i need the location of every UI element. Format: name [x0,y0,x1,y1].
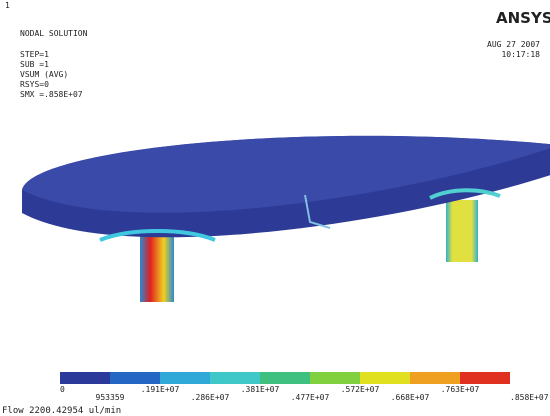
flow-outlet [429,188,501,200]
legend-label: .763E+07 [441,385,480,394]
legend-label: .668E+07 [391,393,430,402]
legend-label: .381E+07 [241,385,280,394]
legend-label: 0 [60,385,65,394]
time: 10:17:18 [501,50,540,59]
left-leg [140,232,174,302]
info-line: RSYS=0 [20,80,49,89]
legend-swatch [160,372,210,384]
info-line: SMX =.858E+07 [20,90,83,99]
slab-top [22,135,550,213]
legend-bar [60,372,510,384]
legend-swatch [410,372,460,384]
legend-label: 953359 [96,393,125,402]
legend-label: .191E+07 [141,385,180,394]
legend-swatch [60,372,110,384]
info-line: VSUM (AVG) [20,70,68,79]
legend-swatch [360,372,410,384]
legend-swatch [210,372,260,384]
legend-swatch [260,372,310,384]
legend-swatch [460,372,510,384]
window-number: 1 [5,1,10,10]
legend-label: .286E+07 [191,393,230,402]
legend-label: .858E+07 [510,393,549,402]
model [22,135,550,302]
info-line: SUB =1 [20,60,49,69]
plot-title: NODAL SOLUTION [20,29,88,38]
legend-swatch [110,372,160,384]
flow-inlet [99,229,216,242]
info-line: STEP=1 [20,50,49,59]
axis-triad [304,194,331,229]
right-leg [446,200,478,262]
legend-label: .477E+07 [291,393,330,402]
date: AUG 27 2007 [487,40,540,49]
caption: Flow 2200.42954 ul/min [2,406,121,416]
legend-swatch [310,372,360,384]
logo: ANSYS [496,9,550,27]
legend-label: .572E+07 [341,385,380,394]
